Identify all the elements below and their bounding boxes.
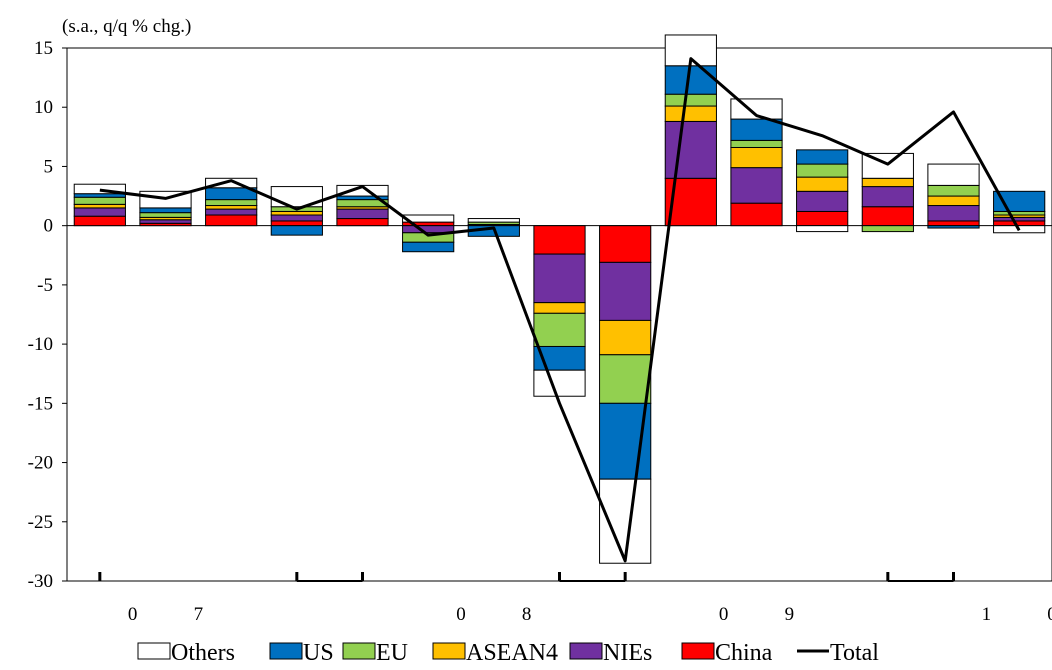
- bar-asean4: [533, 302, 586, 314]
- bar-china: [796, 210, 849, 227]
- bar-others: [73, 183, 126, 195]
- y-tick-label: -20: [28, 453, 53, 474]
- legend-label-china: China: [715, 640, 773, 666]
- bar-china: [205, 214, 258, 227]
- bar-nies: [861, 186, 914, 208]
- y-tick-label: 15: [34, 38, 53, 59]
- y-tick-label: -15: [28, 393, 53, 414]
- bar-asean4: [796, 176, 849, 192]
- y-tick-label: 10: [34, 97, 53, 118]
- bar-china: [73, 215, 126, 227]
- bar-eu: [73, 196, 126, 205]
- legend-swatch-others: [137, 642, 171, 660]
- bar-nies: [599, 261, 652, 321]
- bar-eu: [861, 225, 914, 233]
- bar-others: [796, 225, 849, 233]
- bar-china: [927, 220, 980, 227]
- bar-us: [402, 241, 455, 253]
- bar-china: [993, 220, 1046, 227]
- y-tick-label: -10: [28, 334, 53, 355]
- x-tick-label: 1: [982, 604, 992, 625]
- bar-others: [467, 218, 520, 223]
- bar-eu: [927, 184, 980, 197]
- line-layer: [99, 57, 1021, 563]
- bar-asean4: [73, 203, 126, 209]
- bar-us: [664, 65, 717, 95]
- bar-asean4: [861, 177, 914, 188]
- y-tick-label: 0: [44, 216, 54, 237]
- x-tick-label: 0: [719, 604, 729, 625]
- x-tick-label: 8: [522, 604, 532, 625]
- bar-eu: [730, 139, 783, 148]
- legend-swatch-asean4: [432, 642, 466, 660]
- bar-eu: [664, 93, 717, 107]
- bar-layer: [73, 34, 1046, 564]
- legend-swatch-us: [269, 642, 303, 660]
- bar-china: [336, 218, 389, 227]
- bar-eu: [796, 163, 849, 178]
- bar-nies: [139, 219, 192, 224]
- legend-label-us: US: [303, 640, 334, 666]
- bar-nies: [270, 214, 323, 222]
- bar-eu: [533, 312, 586, 347]
- bar-us: [993, 190, 1046, 212]
- bar-us: [270, 225, 323, 236]
- bar-others: [402, 214, 455, 223]
- bar-nies: [73, 207, 126, 217]
- bar-eu: [205, 199, 258, 207]
- x-tick-label: 7: [194, 604, 204, 625]
- bar-asean4: [730, 146, 783, 169]
- bar-others: [533, 369, 586, 397]
- y-tick-label: -25: [28, 512, 53, 533]
- legend: Others US EU ASEAN4 NIEs China Total: [137, 640, 879, 666]
- bar-us: [139, 207, 192, 214]
- bar-asean4: [205, 205, 258, 210]
- bar-china: [730, 202, 783, 227]
- x-tick-label: 0: [128, 604, 138, 625]
- bar-asean4: [270, 210, 323, 216]
- y-tick-label: 5: [44, 156, 54, 177]
- bar-asean4: [664, 105, 717, 122]
- total-line: [99, 57, 1021, 563]
- bar-china: [270, 220, 323, 227]
- x-tick-label: 0: [1047, 604, 1052, 625]
- bar-nies: [993, 216, 1046, 222]
- bar-eu: [139, 212, 192, 218]
- x-tick-label: 0: [456, 604, 466, 625]
- bar-asean4: [599, 319, 652, 356]
- bar-china: [599, 225, 652, 263]
- bar-eu: [993, 210, 1046, 216]
- legend-label-total: Total: [830, 640, 879, 666]
- bar-nies: [730, 167, 783, 204]
- bar-china: [861, 206, 914, 227]
- bar-nies: [205, 208, 258, 216]
- bar-nies: [796, 190, 849, 212]
- y-tick-label: -5: [37, 275, 53, 296]
- bar-nies: [533, 253, 586, 304]
- bar-nies: [336, 208, 389, 220]
- bar-asean4: [927, 195, 980, 207]
- bar-others: [927, 163, 980, 186]
- legend-swatch-nies: [569, 642, 603, 660]
- bar-nies: [664, 120, 717, 179]
- unit-label: (s.a., q/q % chg.): [62, 16, 191, 37]
- bar-eu: [599, 354, 652, 404]
- legend-label-nies: NIEs: [603, 640, 652, 666]
- bar-us: [73, 193, 126, 198]
- bar-us: [796, 149, 849, 165]
- x-tick-label: 9: [785, 604, 795, 625]
- bar-others: [205, 177, 258, 189]
- legend-label-eu: EU: [376, 640, 408, 666]
- legend-swatch-china: [681, 642, 715, 660]
- legend-label-others: Others: [171, 640, 235, 666]
- bar-china: [533, 225, 586, 255]
- bar-us: [927, 225, 980, 229]
- legend-label-asean4: ASEAN4: [466, 640, 558, 666]
- legend-swatch-eu: [342, 642, 376, 660]
- y-tick-label: -30: [28, 571, 53, 592]
- bar-nies: [927, 205, 980, 222]
